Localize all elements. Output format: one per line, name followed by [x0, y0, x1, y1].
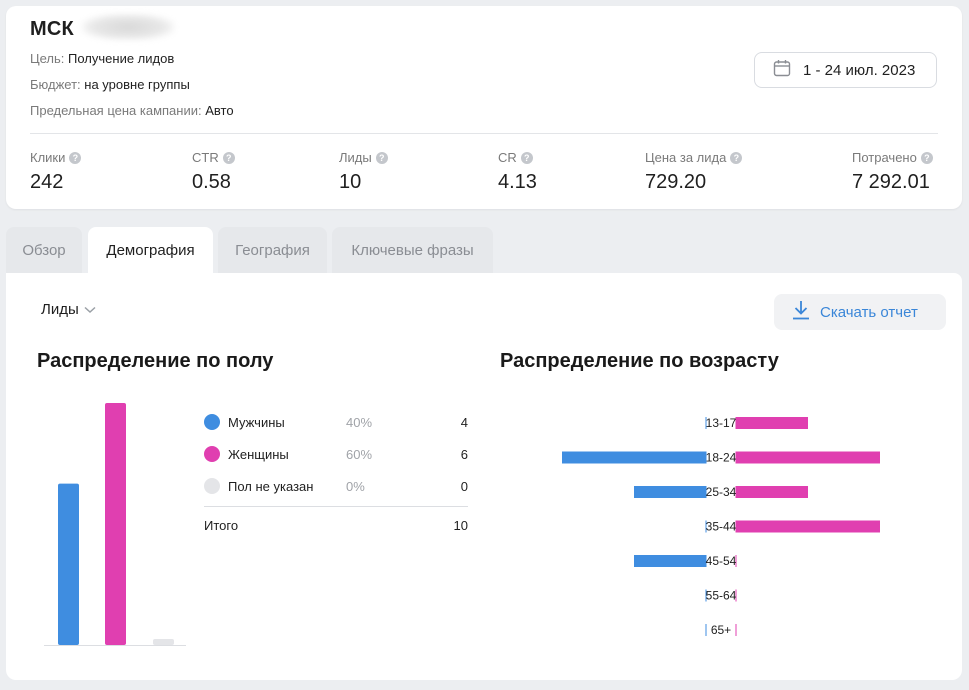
legend-count: 0: [460, 479, 468, 494]
metric-value: 242: [30, 171, 64, 193]
campaign-title: МСК: [30, 18, 74, 40]
age-bar-female: [736, 486, 808, 498]
gender-bar-2: [153, 639, 174, 645]
metric-spent: Потрачено? 7 292.01: [852, 150, 933, 194]
legend-label: Женщины: [228, 447, 289, 462]
age-bar-male: [634, 486, 706, 498]
budget-value: на уровне группы: [84, 77, 190, 92]
age-butterfly-chart: 13-17 18-24 25-34 35-44 45-54 55-64 65+: [562, 416, 880, 637]
budget-line: Бюджет: на уровне группы: [30, 77, 190, 92]
age-category-label: 45-54: [706, 554, 737, 568]
chevron-down-icon: [84, 301, 96, 318]
download-report-button[interactable]: Скачать отчет: [774, 294, 946, 330]
legend-row-unknown: Пол не указан 0% 0: [204, 476, 468, 496]
legend-label: Мужчины: [228, 415, 285, 430]
metric-leads: Лиды? 10: [339, 150, 388, 194]
tab-geography[interactable]: География: [218, 227, 327, 273]
legend-dot-female: [204, 446, 220, 462]
legend-percent: 60%: [346, 447, 373, 462]
metric-value: 0.58: [192, 171, 231, 193]
download-label: Скачать отчет: [820, 303, 918, 321]
age-bar-female: [736, 520, 880, 533]
metric-label: Клики: [30, 150, 66, 165]
metric-clicks: Клики? 242: [30, 150, 82, 194]
campaign-header-card: МСК Цель: Получение лидов Бюджет: на уро…: [6, 6, 962, 209]
calendar-icon: [773, 59, 791, 81]
metric-label: Лиды: [339, 150, 372, 165]
metric-select-label: Лиды: [41, 301, 79, 318]
metric-label: Потрачено: [852, 150, 917, 165]
metric-select-dropdown[interactable]: Лиды: [41, 301, 96, 318]
help-icon[interactable]: ?: [69, 151, 82, 164]
budget-label: Бюджет:: [30, 77, 81, 92]
age-bar-female: [736, 451, 880, 464]
legend-count: 6: [460, 447, 468, 462]
header-divider: [30, 133, 938, 134]
legend-count: 4: [460, 415, 468, 430]
metric-label: Цена за лида: [645, 150, 727, 165]
metric-value: 729.20: [645, 171, 707, 193]
age-category-label: 18-24: [706, 451, 737, 465]
help-icon[interactable]: ?: [920, 151, 933, 164]
age-bar-female: [736, 417, 808, 429]
help-icon[interactable]: ?: [520, 151, 533, 164]
redacted-campaign-name: [82, 14, 174, 40]
legend-dot-unknown: [204, 478, 220, 494]
tab-overview[interactable]: Обзор: [6, 227, 82, 273]
total-value: 10: [453, 518, 468, 533]
metric-label: CTR: [192, 150, 219, 165]
age-bar-male: [562, 451, 706, 464]
metric-cost-per-lead: Цена за лида? 729.20: [645, 150, 743, 194]
date-range-label: 1 - 24 июл. 2023: [803, 61, 916, 79]
age-bar-male: [634, 555, 706, 567]
download-icon: [792, 300, 810, 324]
metric-cr: CR? 4.13: [498, 150, 537, 194]
help-icon[interactable]: ?: [730, 151, 743, 164]
age-category-label: 55-64: [706, 589, 737, 603]
gender-bar-0: [58, 483, 79, 645]
help-icon[interactable]: ?: [222, 151, 235, 164]
legend-total-row: Итого 10: [204, 518, 468, 533]
metric-value: 4.13: [498, 171, 537, 193]
metric-value: 10: [339, 171, 362, 193]
age-category-label: 35-44: [706, 520, 737, 534]
legend-label: Пол не указан: [228, 479, 314, 494]
goal-value: Получение лидов: [68, 51, 175, 66]
legend-row-female: Женщины 60% 6: [204, 444, 468, 464]
gender-bar-chart: [44, 403, 186, 646]
gender-bar-1: [105, 403, 126, 645]
age-chart-title: Распределение по возрасту: [500, 350, 779, 372]
goal-label: Цель:: [30, 51, 65, 66]
help-icon[interactable]: ?: [375, 151, 388, 164]
metric-ctr: CTR? 0.58: [192, 150, 235, 194]
age-category-label: 65+: [711, 623, 731, 637]
total-label: Итого: [204, 518, 239, 533]
legend-dot-male: [204, 414, 220, 430]
legend-percent: 40%: [346, 415, 373, 430]
tab-keywords[interactable]: Ключевые фразы: [332, 227, 493, 273]
limit-label: Предельная цена кампании:: [30, 103, 202, 118]
metric-value: 7 292.01: [852, 171, 930, 193]
limit-value: Авто: [205, 103, 234, 118]
goal-line: Цель: Получение лидов: [30, 51, 174, 66]
age-category-label: 13-17: [706, 416, 737, 430]
legend-percent: 0%: [346, 479, 365, 494]
metric-label: CR: [498, 150, 517, 165]
date-range-button[interactable]: 1 - 24 июл. 2023: [754, 52, 937, 88]
legend-row-male: Мужчины 40% 4: [204, 412, 468, 432]
gender-chart-title: Распределение по полу: [37, 350, 274, 372]
age-category-label: 25-34: [706, 485, 737, 499]
tab-demography[interactable]: Демография: [88, 227, 213, 273]
demography-panel: Лиды Скачать отчет Распределение по полу…: [6, 273, 962, 680]
limit-line: Предельная цена кампании: Авто: [30, 103, 234, 118]
legend-divider: [204, 506, 468, 507]
